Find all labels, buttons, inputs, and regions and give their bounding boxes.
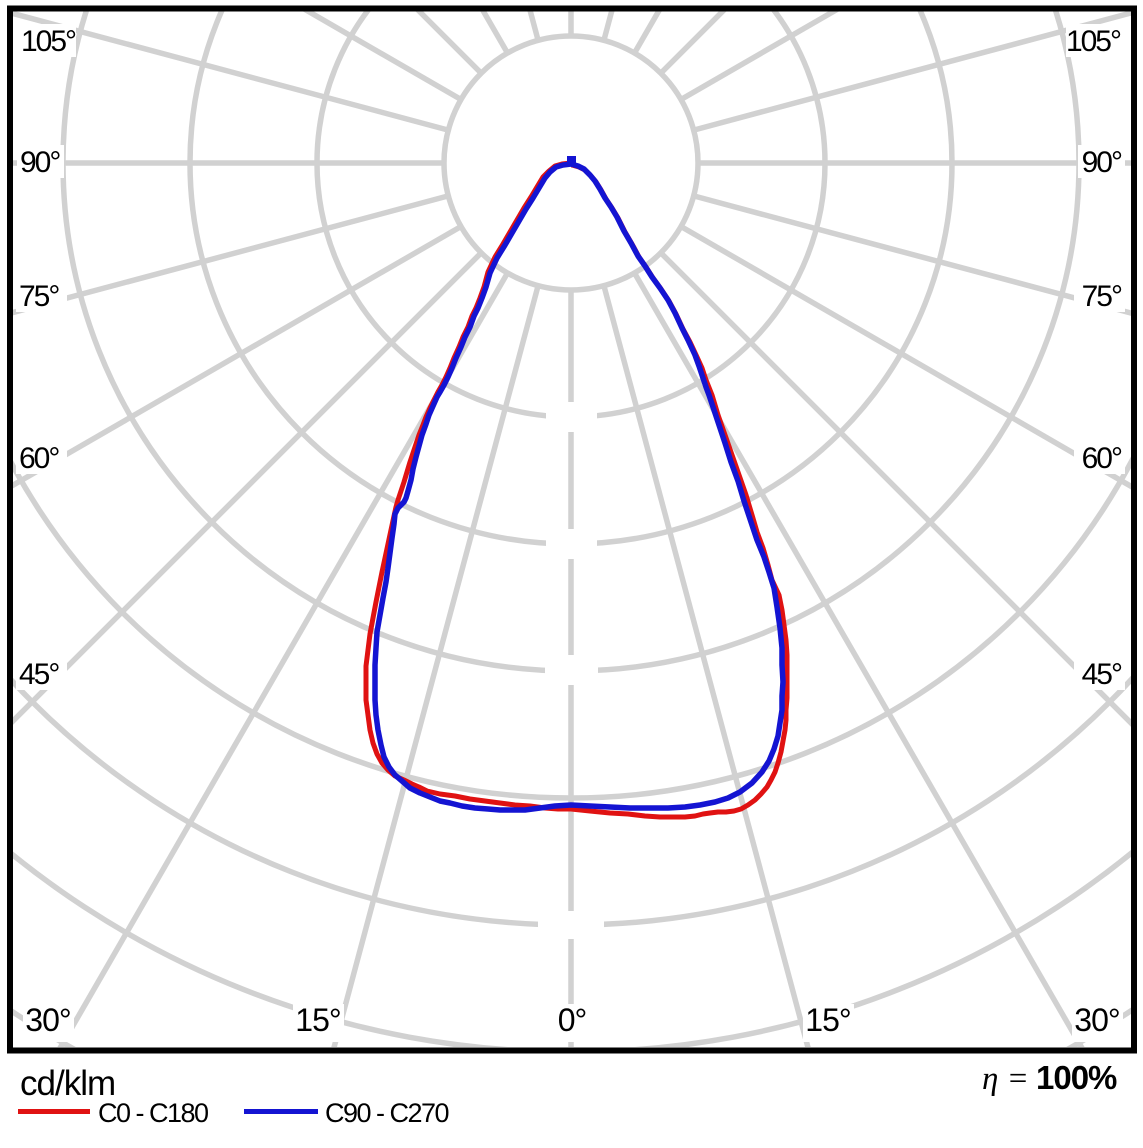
svg-text:0°: 0°	[558, 1002, 587, 1038]
svg-text:η =: η =	[982, 1061, 1029, 1097]
svg-text:75°: 75°	[19, 280, 59, 313]
svg-text:30°: 30°	[25, 1002, 70, 1038]
svg-text:105°: 105°	[21, 25, 76, 58]
svg-text:45°: 45°	[19, 658, 59, 691]
svg-text:C90 - C270: C90 - C270	[325, 1098, 449, 1128]
svg-text:15°: 15°	[295, 1002, 340, 1038]
svg-text:45°: 45°	[1082, 658, 1122, 691]
svg-text:15°: 15°	[805, 1002, 850, 1038]
svg-text:90°: 90°	[1082, 146, 1122, 179]
svg-text:60°: 60°	[1082, 442, 1122, 475]
svg-text:90°: 90°	[20, 146, 60, 179]
svg-text:60°: 60°	[19, 442, 59, 475]
svg-text:75°: 75°	[1082, 280, 1122, 313]
svg-text:105°: 105°	[1066, 25, 1121, 58]
svg-text:30°: 30°	[1074, 1002, 1119, 1038]
svg-text:C0 - C180: C0 - C180	[98, 1098, 208, 1128]
svg-text:100%: 100%	[1036, 1059, 1117, 1096]
